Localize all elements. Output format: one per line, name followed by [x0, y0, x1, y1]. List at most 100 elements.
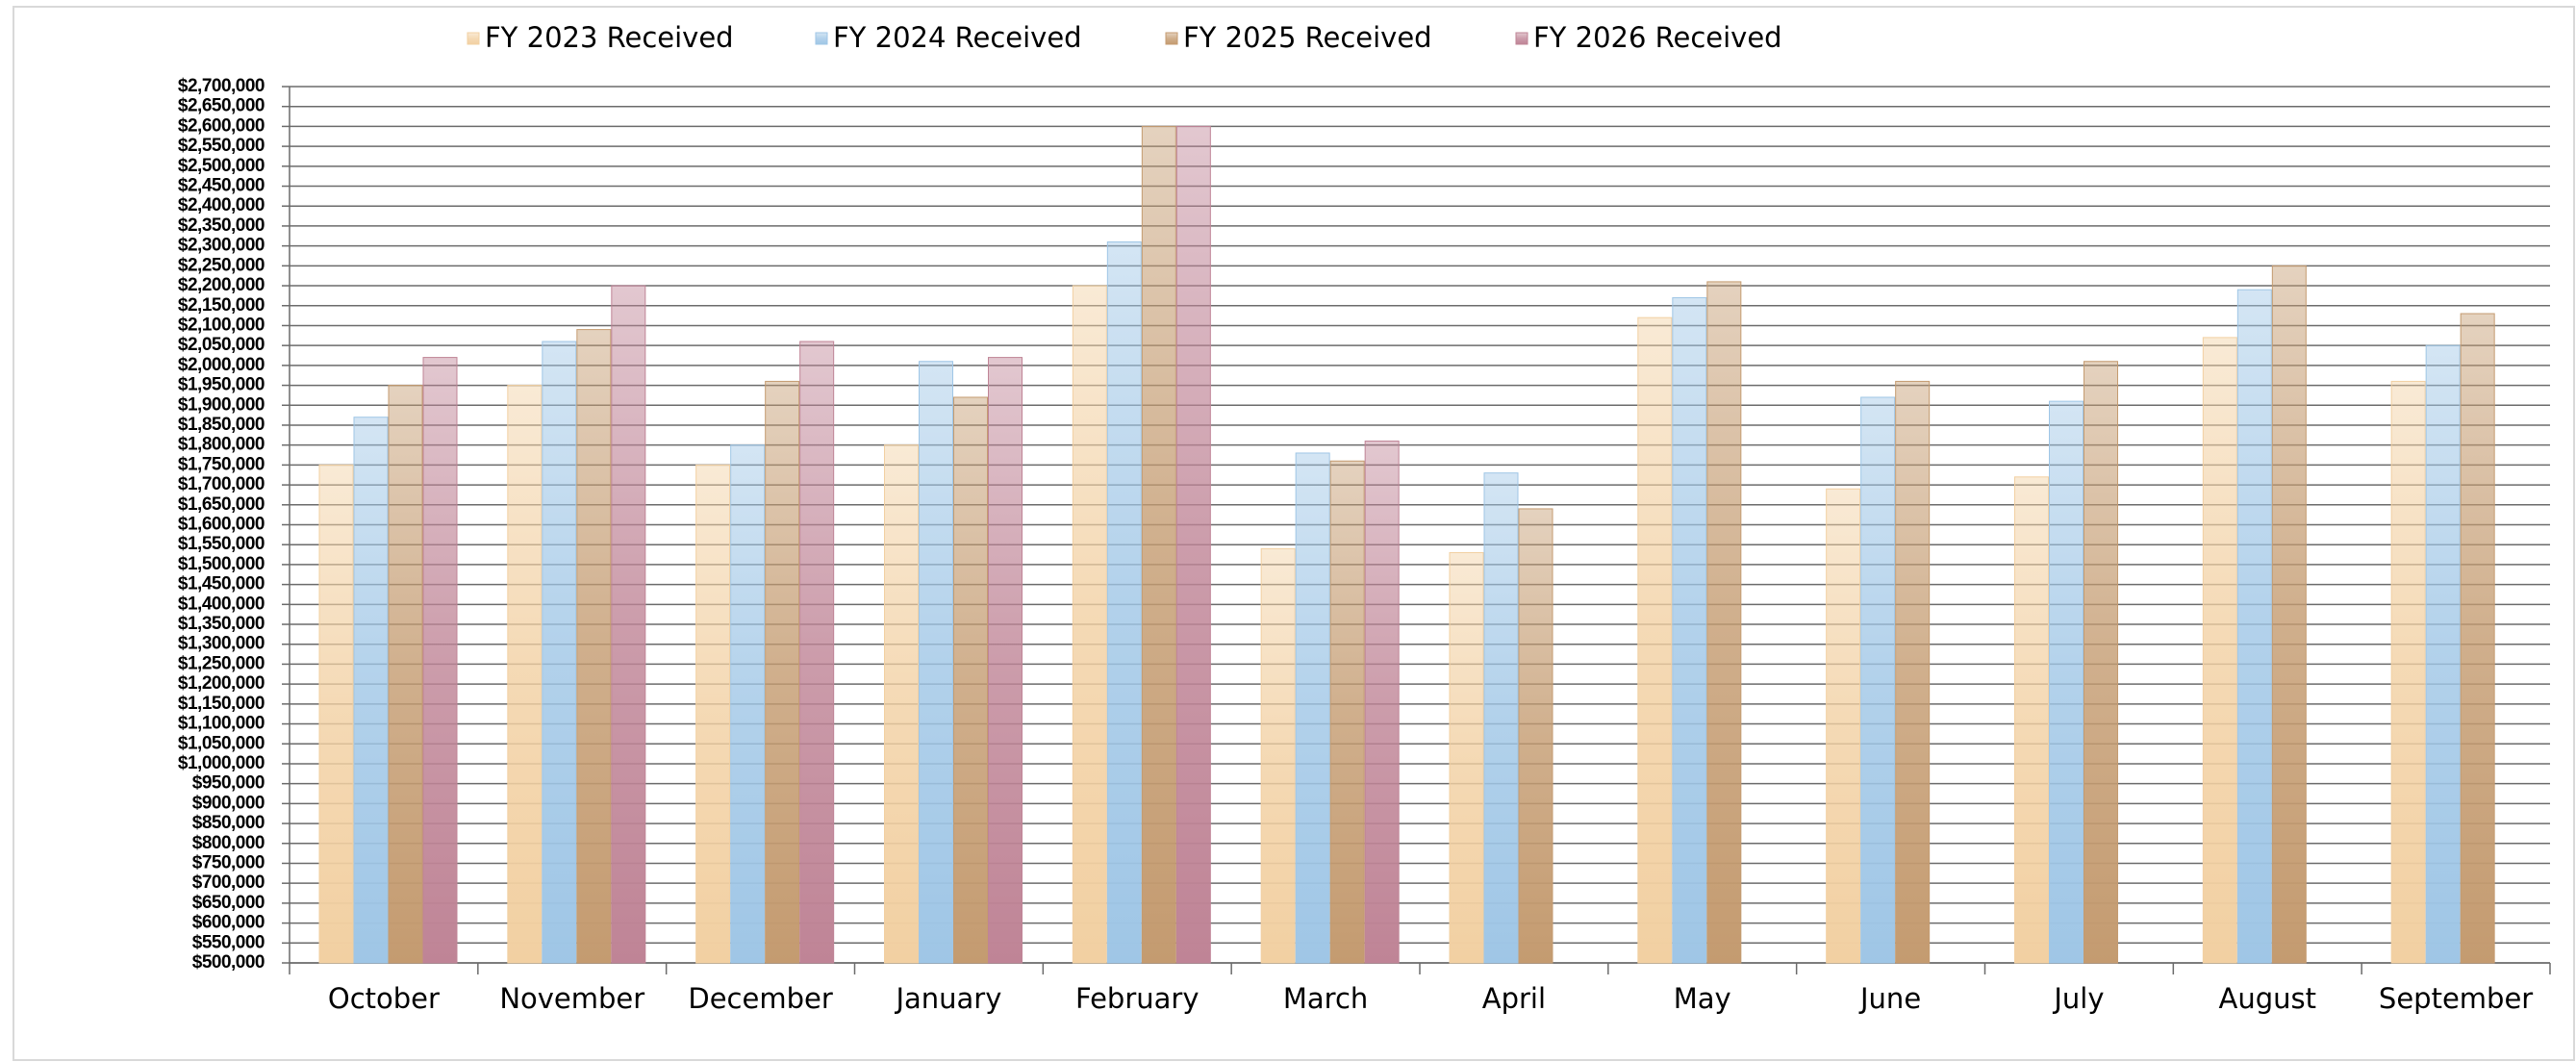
y-tick-label: $2,250,000: [178, 255, 265, 275]
bar: [353, 417, 389, 964]
legend-swatch: [1515, 32, 1528, 45]
y-tick-label: $1,450,000: [178, 574, 265, 594]
y-tick-label: $1,950,000: [178, 375, 265, 395]
x-tick-label: December: [688, 982, 832, 1015]
bar: [799, 341, 835, 964]
bar: [1072, 285, 1107, 964]
y-tick-label: $1,550,000: [178, 534, 265, 554]
y-tick-label: $2,600,000: [178, 115, 265, 136]
x-tick-label: July: [2052, 982, 2104, 1015]
bar: [1895, 380, 1931, 964]
bar: [422, 357, 458, 964]
y-tick-label: $1,500,000: [178, 554, 265, 574]
bar: [884, 444, 919, 964]
y-tick-label: $2,450,000: [178, 176, 265, 196]
y-tick-label: $1,400,000: [178, 594, 265, 614]
bar: [2202, 337, 2237, 964]
x-tick-label: February: [1075, 982, 1200, 1015]
x-tick-label: October: [328, 982, 440, 1015]
x-tick-label: May: [1674, 982, 1731, 1015]
bar: [507, 385, 543, 964]
y-tick-label: $2,200,000: [178, 275, 265, 295]
y-tick-label: $1,350,000: [178, 614, 265, 634]
bar: [1483, 472, 1519, 964]
x-tick-label: January: [894, 982, 1001, 1015]
bar: [765, 380, 800, 964]
bar: [1672, 296, 1707, 964]
bar: [542, 341, 577, 964]
bar: [2425, 344, 2461, 964]
bar: [695, 464, 731, 964]
x-tick-label: March: [1283, 982, 1368, 1015]
y-tick-label: $650,000: [192, 893, 265, 913]
bar: [1106, 240, 1142, 964]
y-tick-label: $1,900,000: [178, 394, 265, 415]
bar: [576, 329, 612, 964]
y-tick-label: $2,150,000: [178, 295, 265, 316]
bar: [1449, 551, 1484, 964]
y-tick-label: $2,350,000: [178, 215, 265, 236]
x-tick-label: April: [1482, 982, 1546, 1015]
bar: [988, 357, 1023, 964]
y-tick-label: $900,000: [192, 793, 265, 813]
bar: [1706, 281, 1742, 964]
y-tick-label: $1,300,000: [178, 634, 265, 654]
bar: [318, 464, 354, 964]
y-tick-label: $1,650,000: [178, 494, 265, 515]
y-tick-label: $2,700,000: [178, 76, 265, 96]
bar: [2014, 476, 2049, 964]
legend-swatch: [1165, 32, 1178, 45]
y-tick-label: $1,250,000: [178, 653, 265, 673]
bar: [2049, 400, 2084, 964]
y-tick-label: $700,000: [192, 872, 265, 893]
y-tick-label: $1,750,000: [178, 454, 265, 474]
bar: [1295, 452, 1330, 964]
y-tick-label: $1,700,000: [178, 474, 265, 494]
legend-swatch: [467, 32, 480, 45]
y-tick-label: $500,000: [192, 952, 265, 973]
bar: [1637, 316, 1673, 964]
y-tick-label: $750,000: [192, 852, 265, 872]
bar: [919, 361, 953, 964]
y-tick-label: $1,150,000: [178, 694, 265, 714]
bar: [2390, 380, 2426, 964]
bar: [1141, 125, 1176, 964]
y-tick-label: $1,800,000: [178, 435, 265, 455]
y-tick-label: $2,400,000: [178, 195, 265, 215]
y-tick-label: $2,300,000: [178, 236, 265, 256]
bar: [730, 444, 766, 964]
y-tick-label: $2,550,000: [178, 136, 265, 156]
bar: [2460, 313, 2495, 964]
y-tick-label: $2,500,000: [178, 156, 265, 176]
y-tick-label: $1,200,000: [178, 673, 265, 694]
bar: [2236, 289, 2272, 964]
y-tick-label: $2,100,000: [178, 315, 265, 335]
y-tick-label: $550,000: [192, 932, 265, 952]
legend-swatch: [815, 32, 828, 45]
bar: [1175, 125, 1211, 964]
bar: [611, 285, 646, 964]
legend-label: FY 2024 Received: [833, 21, 1082, 54]
y-tick-label: $2,050,000: [178, 335, 265, 355]
y-tick-label: $800,000: [192, 833, 265, 853]
y-tick-label: $1,100,000: [178, 714, 265, 734]
y-tick-label: $2,000,000: [178, 355, 265, 375]
bar: [1329, 460, 1365, 964]
x-tick-label: November: [499, 982, 644, 1015]
bar: [953, 396, 988, 964]
y-tick-label: $600,000: [192, 913, 265, 933]
x-tick-label: August: [2219, 982, 2317, 1015]
legend-label: FY 2023 Received: [485, 21, 734, 54]
bar: [2271, 265, 2307, 964]
bar: [1260, 547, 1296, 964]
y-tick-label: $1,850,000: [178, 415, 265, 435]
bar: [1860, 396, 1896, 964]
x-tick-label: September: [2379, 982, 2533, 1015]
bar: [1364, 441, 1400, 964]
legend-label: FY 2026 Received: [1533, 21, 1782, 54]
y-tick-label: $950,000: [192, 773, 265, 794]
y-tick-label: $850,000: [192, 813, 265, 833]
x-tick-label: June: [1858, 982, 1921, 1015]
y-tick-label: $1,600,000: [178, 515, 265, 535]
